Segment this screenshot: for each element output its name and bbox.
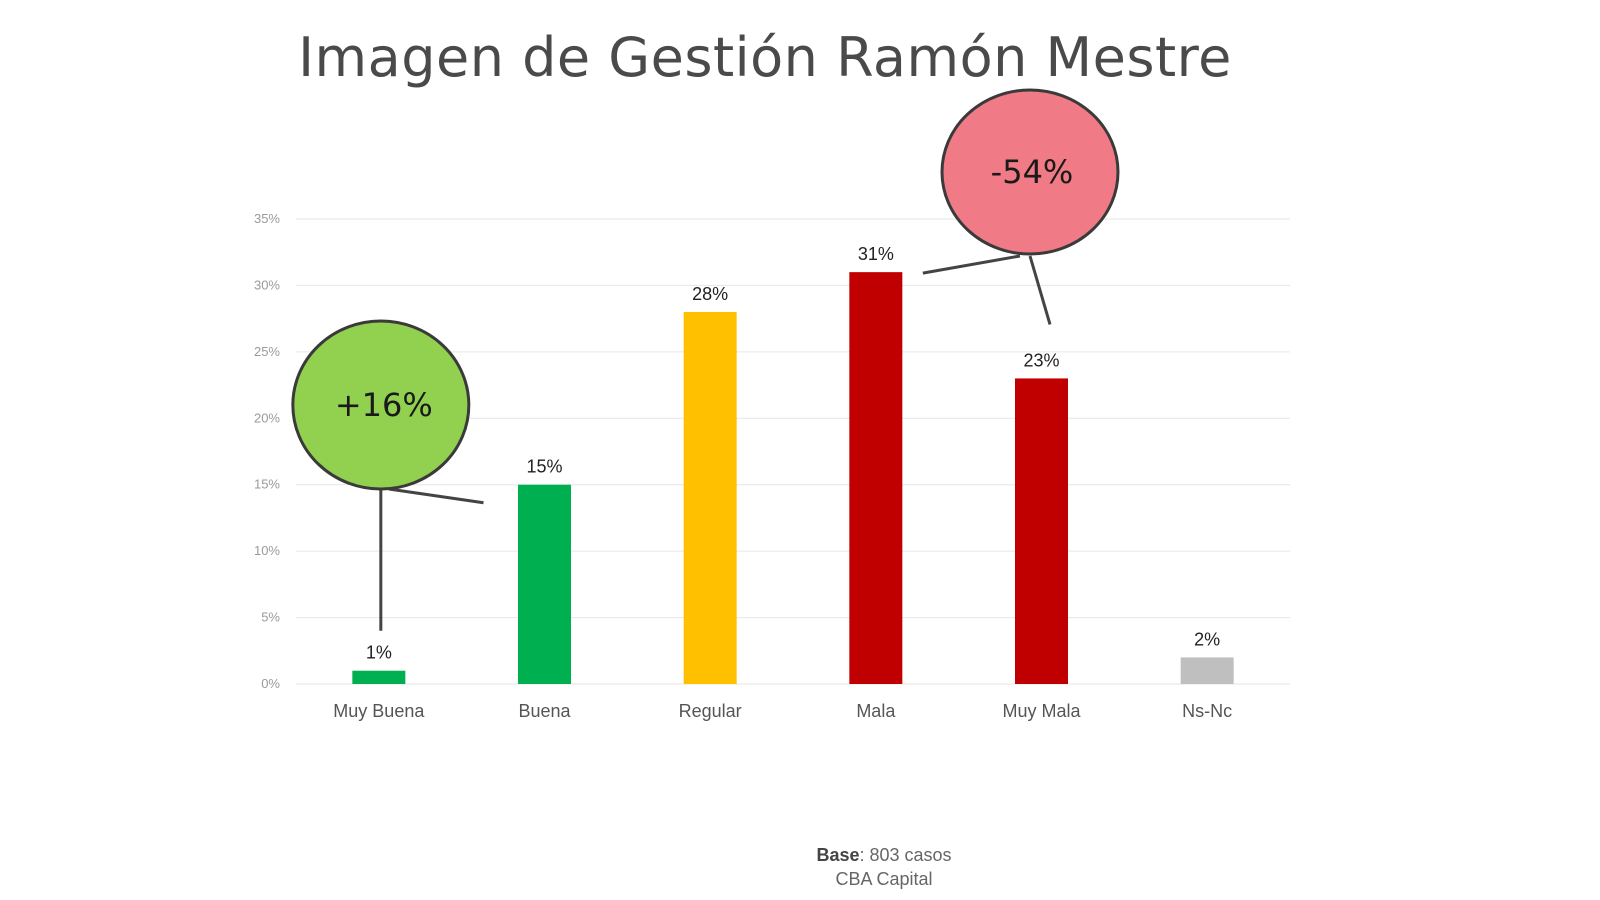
x-category-label: Muy Mala (1002, 701, 1081, 721)
bar (1180, 657, 1234, 684)
callout-leader-line (922, 254, 1021, 275)
callout-text-positive: +16% (335, 386, 433, 424)
bar-value-label: 31% (858, 244, 894, 264)
bar (518, 484, 571, 684)
x-category-label: Mala (856, 701, 896, 721)
footer-base-label: Base (816, 845, 860, 865)
callout-text-negative: -54% (991, 153, 1074, 191)
bar-value-label: 23% (1023, 350, 1059, 370)
y-tick-label: 15% (254, 477, 280, 492)
y-tick-label: 20% (254, 410, 280, 425)
callout-bubble-negative (940, 88, 1120, 256)
footer-note: Base: 803 casos CBA Capital (0, 843, 1600, 891)
bar-value-label: 28% (692, 284, 728, 304)
callout-leader-line (1028, 255, 1052, 325)
bar-value-label: 15% (526, 457, 562, 477)
y-tick-label: 35% (254, 211, 280, 226)
x-category-label: Muy Buena (333, 701, 425, 721)
bar (683, 312, 737, 684)
x-category-label: Buena (518, 701, 571, 721)
callout-leader-line (388, 487, 484, 505)
y-tick-label: 0% (261, 676, 280, 691)
footer-region: CBA Capital (835, 869, 933, 889)
callout-bubble-positive (291, 319, 471, 491)
bar-value-label: 2% (1194, 629, 1220, 649)
y-tick-label: 25% (254, 344, 280, 359)
bar-value-label: 1% (366, 643, 392, 663)
x-category-label: Ns-Nc (1182, 701, 1232, 721)
bar (352, 670, 406, 684)
footer-base-value: : 803 casos (859, 845, 952, 865)
y-tick-label: 5% (261, 610, 280, 625)
chart-title: Imagen de Gestión Ramón Mestre (298, 26, 1232, 89)
labels: 1% Muy Buena 15% Buena 28% Regular 31% Mala 23% M… (333, 244, 1232, 721)
footer-base-line: Base: 803 casos (0, 843, 1600, 867)
bars (352, 272, 1234, 684)
callouts: +16% -54% (291, 88, 1120, 631)
x-category-label: Regular (679, 701, 742, 721)
bar (1015, 378, 1068, 684)
bar (849, 272, 903, 684)
y-tick-label: 10% (254, 543, 280, 558)
y-tick-label: 30% (254, 277, 280, 292)
